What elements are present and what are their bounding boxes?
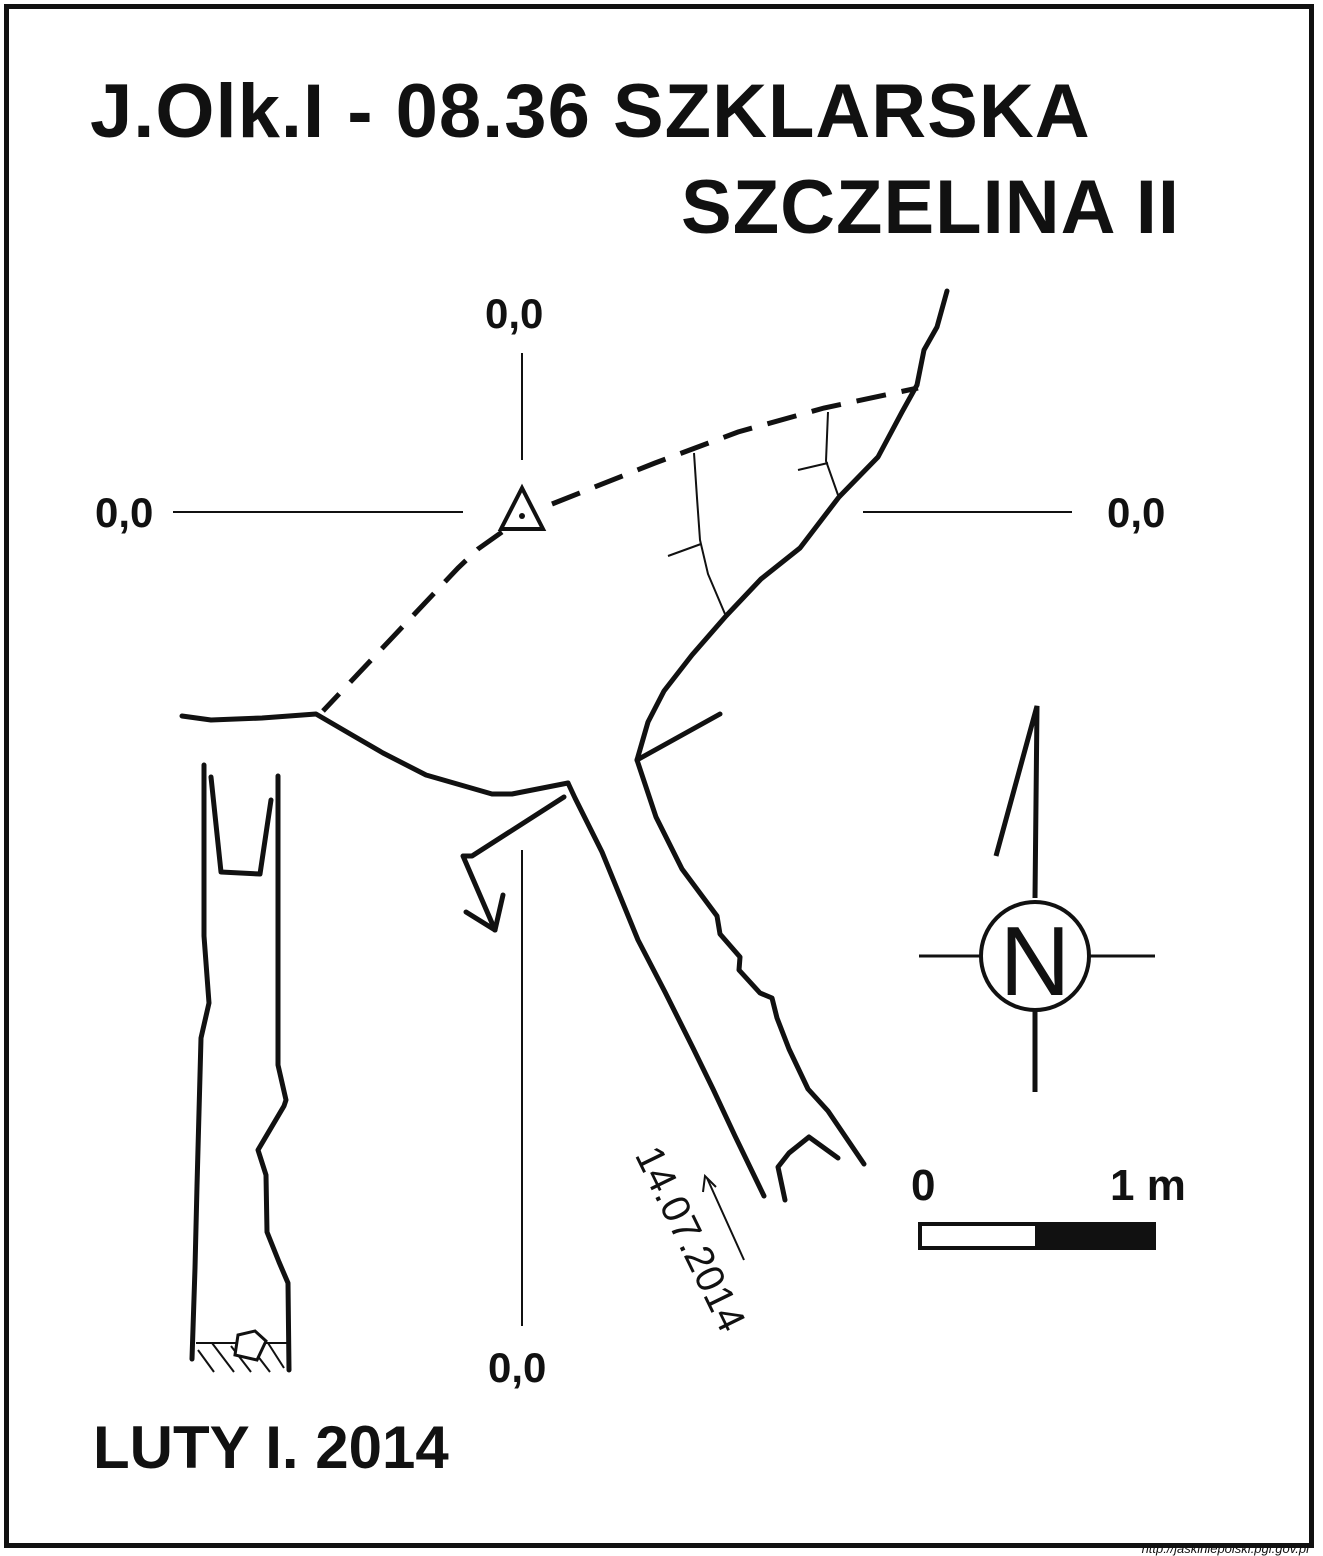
dashed-outline [321,385,919,713]
coordinate-grid [173,353,1072,1326]
grid-label-right: 0,0 [1107,489,1166,536]
map-frame [4,4,1314,1548]
author-date-label: LUTY I. 2014 [93,1414,449,1481]
rubble-floor-icon [196,1329,288,1373]
scale-bar [918,1222,1156,1250]
grid-label-bottom: 0,0 [488,1344,547,1391]
cave-title-line1: J.Olk.I - 08.36 SZKLARSKA [90,69,1091,154]
source-url[interactable]: http://jaskiniepolski.pgi.gov.pl [1141,1541,1309,1556]
compass-letter: N [1000,906,1071,1016]
vertical-section [189,762,292,1373]
survey-station-icon [497,483,547,531]
survey-direction-arrow-icon [702,1173,745,1261]
north-arrow-icon [919,705,1155,1092]
grid-label-left: 0,0 [95,489,154,536]
scale-label-one: 1 m [1110,1161,1186,1210]
cave-walls [179,288,950,1203]
fissure-lines [667,411,839,615]
grid-label-top: 0,0 [485,290,544,337]
scale-label-zero: 0 [911,1161,936,1210]
cave-title-line2: SZCZELINA II [681,165,1180,250]
